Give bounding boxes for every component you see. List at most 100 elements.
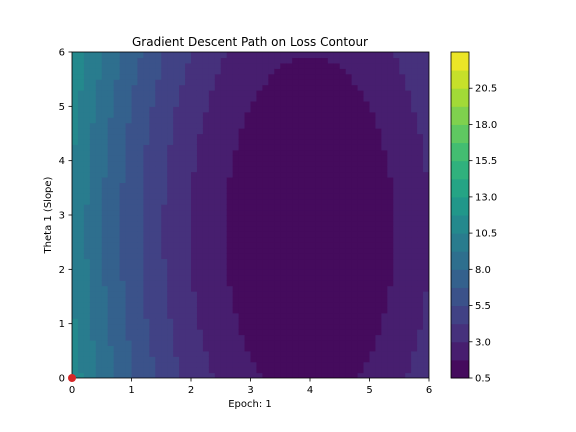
contour-cell <box>143 117 150 124</box>
contour-cell <box>411 367 418 374</box>
contour-cell <box>399 57 406 64</box>
contour-cell <box>298 253 305 260</box>
contour-cell <box>393 242 400 249</box>
contour-cell <box>220 318 228 325</box>
contour-cell <box>333 280 341 287</box>
contour-cell <box>369 323 377 330</box>
contour-cell <box>268 339 275 346</box>
contour-cell <box>191 100 198 107</box>
contour-cell <box>238 204 246 211</box>
contour-cell <box>77 138 85 145</box>
contour-cell <box>411 138 418 145</box>
contour-cell <box>357 95 365 102</box>
contour-cell <box>77 122 85 129</box>
contour-cell <box>417 187 424 194</box>
contour-cell <box>185 225 192 232</box>
contour-cell <box>393 231 400 238</box>
contour-cell <box>191 209 198 216</box>
contour-cell <box>411 176 418 183</box>
contour-cell <box>262 258 269 265</box>
contour-cell <box>214 149 222 156</box>
contour-cell <box>167 187 174 194</box>
contour-cell <box>179 57 186 64</box>
contour-cell <box>417 372 424 378</box>
contour-cell <box>83 345 91 352</box>
contour-cell <box>119 312 127 319</box>
contour-cell <box>381 307 388 314</box>
contour-cell <box>220 149 228 156</box>
contour-cell <box>107 280 115 287</box>
contour-cell <box>262 155 269 162</box>
contour-cell <box>185 171 192 178</box>
contour-cell <box>107 350 115 357</box>
contour-cell <box>399 84 406 91</box>
contour-cell <box>292 73 299 80</box>
contour-cell <box>220 73 228 80</box>
contour-cell <box>417 84 424 91</box>
contour-cell <box>333 291 341 298</box>
contour-cell <box>161 133 168 140</box>
contour-cell <box>143 182 150 189</box>
contour-cell <box>250 236 258 243</box>
contour-cell <box>345 166 353 173</box>
contour-cell <box>268 73 275 80</box>
contour-cell <box>363 68 371 75</box>
contour-cell <box>232 269 240 276</box>
contour-cell <box>345 345 353 352</box>
contour-cell <box>274 269 281 276</box>
contour-cell <box>95 231 103 238</box>
contour-cell <box>351 166 359 173</box>
contour-cell <box>208 350 216 357</box>
contour-cell <box>315 117 323 124</box>
contour-cell <box>405 339 412 346</box>
contour-cell <box>232 329 240 336</box>
contour-cell <box>339 345 347 352</box>
contour-cell <box>286 253 293 260</box>
contour-cell <box>214 171 222 178</box>
contour-cell <box>280 160 287 167</box>
contour-cell <box>333 166 341 173</box>
contour-cell <box>369 367 377 374</box>
contour-cell <box>143 166 150 173</box>
contour-cell <box>72 149 79 156</box>
contour-cell <box>72 253 79 260</box>
contour-cell <box>155 138 162 145</box>
contour-cell <box>119 318 127 325</box>
contour-cell <box>72 209 79 216</box>
contour-cell <box>244 220 252 227</box>
contour-cell <box>214 301 222 308</box>
contour-cell <box>232 258 240 265</box>
contour-cell <box>333 258 341 265</box>
contour-cell <box>292 198 299 205</box>
path-point <box>68 374 76 382</box>
contour-cell <box>149 149 156 156</box>
contour-cell <box>333 144 341 151</box>
contour-cell <box>274 231 281 238</box>
contour-cell <box>83 323 91 330</box>
contour-cell <box>191 372 198 378</box>
contour-cell <box>155 90 162 97</box>
contour-cell <box>113 307 121 314</box>
contour-cell <box>298 215 305 222</box>
contour-cell <box>238 372 246 378</box>
contour-cell <box>202 198 210 205</box>
contour-cell <box>185 318 192 325</box>
contour-cell <box>131 350 139 357</box>
contour-cell <box>405 106 412 113</box>
contour-cell <box>89 242 97 249</box>
contour-cell <box>393 84 400 91</box>
contour-cell <box>333 128 341 135</box>
contour-cell <box>173 95 180 102</box>
contour-cell <box>77 193 85 200</box>
contour-cell <box>214 253 222 260</box>
contour-cell <box>351 95 359 102</box>
contour-cell <box>185 258 192 265</box>
contour-cell <box>77 253 85 260</box>
contour-cell <box>393 339 400 346</box>
contour-cell <box>256 204 263 211</box>
contour-cell <box>315 144 323 151</box>
contour-cell <box>244 209 252 216</box>
contour-cell <box>214 57 222 64</box>
contour-cell <box>256 280 263 287</box>
contour-cell <box>280 220 287 227</box>
